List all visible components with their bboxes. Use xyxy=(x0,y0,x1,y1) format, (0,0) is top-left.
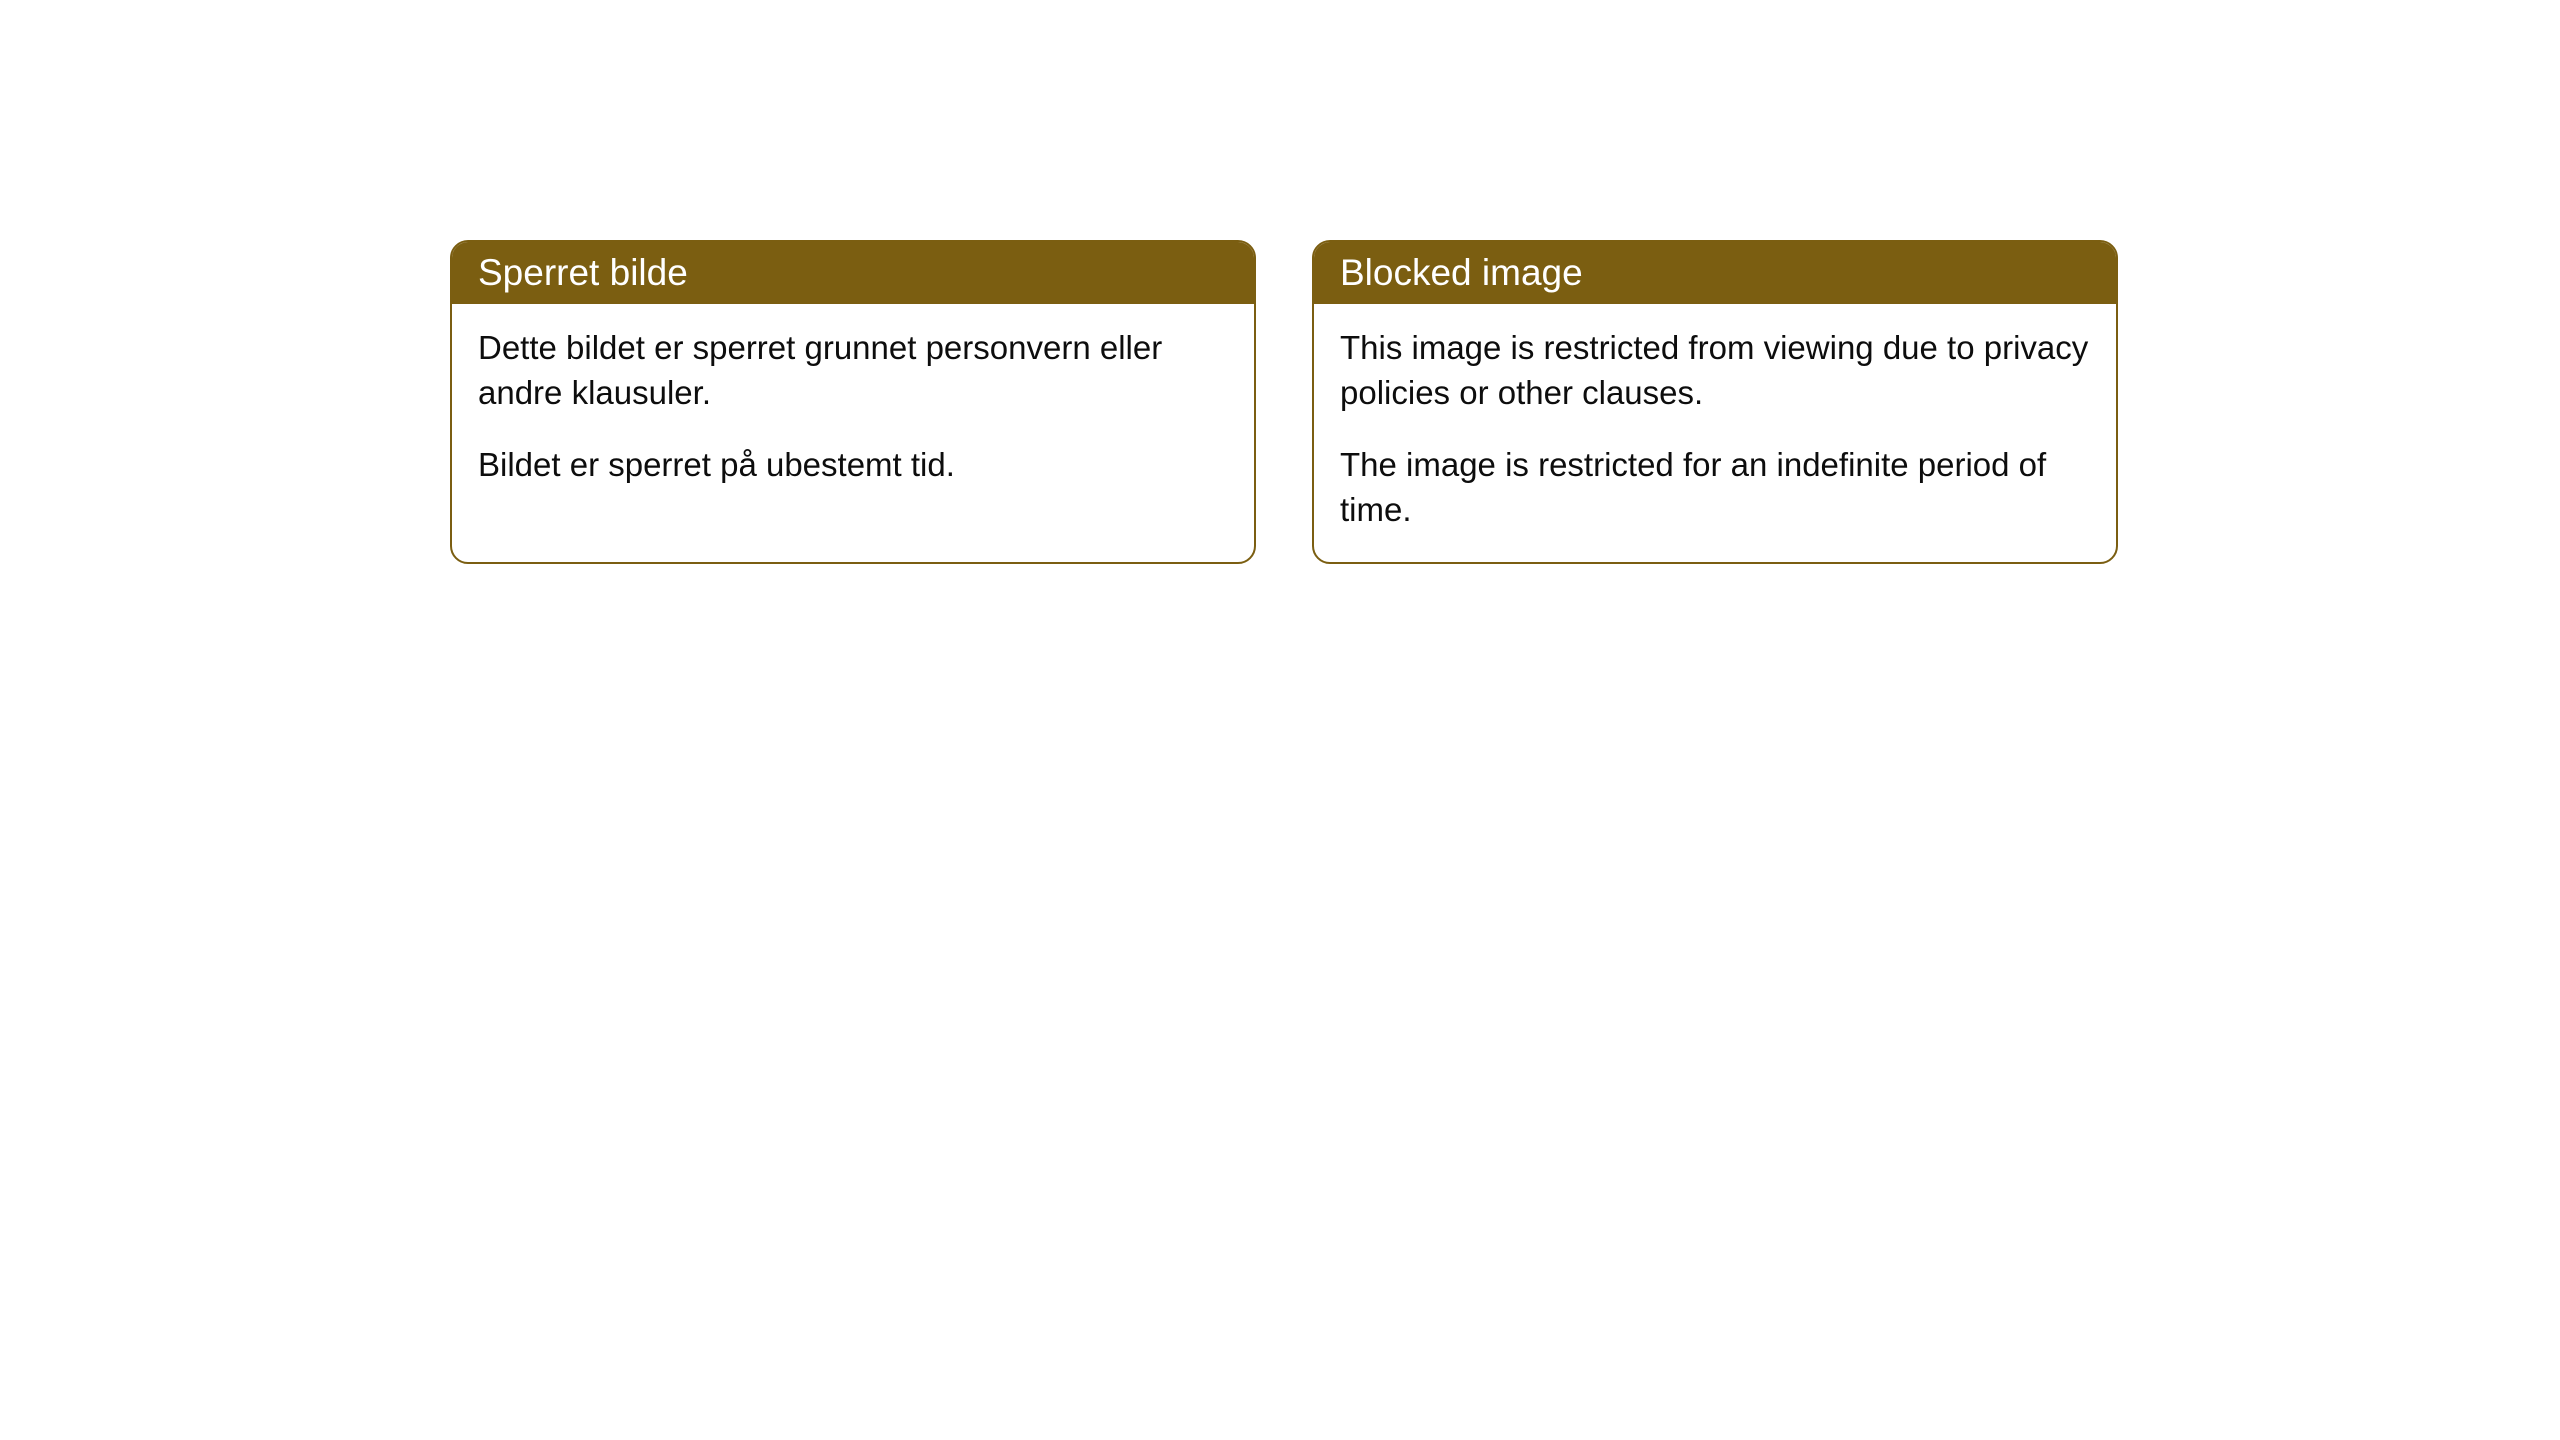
card-paragraph-en-1: This image is restricted from viewing du… xyxy=(1340,326,2090,415)
blocked-image-card-no: Sperret bilde Dette bildet er sperret gr… xyxy=(450,240,1256,564)
card-paragraph-no-1: Dette bildet er sperret grunnet personve… xyxy=(478,326,1228,415)
card-header-no: Sperret bilde xyxy=(452,242,1254,304)
blocked-image-card-en: Blocked image This image is restricted f… xyxy=(1312,240,2118,564)
card-paragraph-en-2: The image is restricted for an indefinit… xyxy=(1340,443,2090,532)
card-body-no: Dette bildet er sperret grunnet personve… xyxy=(452,304,1254,518)
card-header-en: Blocked image xyxy=(1314,242,2116,304)
notice-container: Sperret bilde Dette bildet er sperret gr… xyxy=(450,240,2118,564)
card-paragraph-no-2: Bildet er sperret på ubestemt tid. xyxy=(478,443,1228,488)
card-body-en: This image is restricted from viewing du… xyxy=(1314,304,2116,562)
